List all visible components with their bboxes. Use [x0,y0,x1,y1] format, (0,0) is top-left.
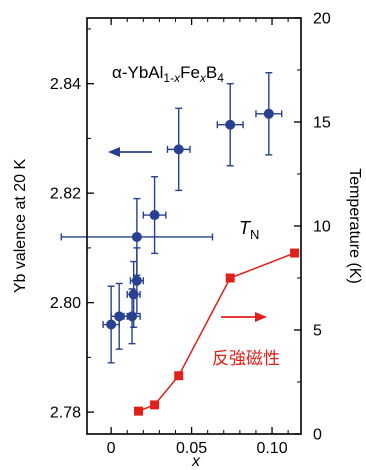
x-tick-label: 0.05 [176,440,207,457]
x-tick-label: 0 [107,440,116,457]
y-right-tick-label: 0 [313,427,322,444]
y-right-tick-label: 15 [313,115,331,132]
tn-point [133,406,143,416]
valence-point [106,319,117,330]
y-right-tick-label: 5 [313,323,322,340]
y-right-tick-label: 20 [313,11,331,28]
y-axis-left-label: Yb valence at 20 K [12,159,29,294]
valence-point [225,119,236,130]
right-arrow-icon [221,312,267,322]
ticks-layer: 0 0.05 0.10 2.78 2.80 2.82 2.84 0 5 10 15 20 [50,11,331,458]
valence-point [149,210,160,221]
valence-point [263,108,274,119]
x-tick-label: 0.10 [256,440,287,457]
valence-point [127,311,138,322]
valence-point [131,231,142,242]
y-right-tick-label: 10 [313,219,331,236]
tn-label: TN [239,218,259,242]
y-axis-right-label: Temperature (K) [346,168,363,284]
tn-point [150,400,160,410]
valence-point [131,275,142,286]
left-arrow-icon [108,147,152,157]
tn-point [290,248,300,258]
y-left-tick-label: 2.78 [50,405,81,422]
y-left-tick-label: 2.80 [50,295,81,312]
x-axis-label: x [191,453,201,470]
antiferromagnetic-label: 反強磁性 [212,349,280,368]
valence-point [173,144,184,155]
y-left-tick-label: 2.82 [50,186,81,203]
tn-point [174,371,184,381]
valence-point [128,289,139,300]
chart-title: α-YbAl1-xFexB4 [112,63,224,85]
y-left-tick-label: 2.84 [50,76,81,93]
tn-point [225,273,235,283]
valence-point [114,311,125,322]
tn-series-line [138,252,295,412]
